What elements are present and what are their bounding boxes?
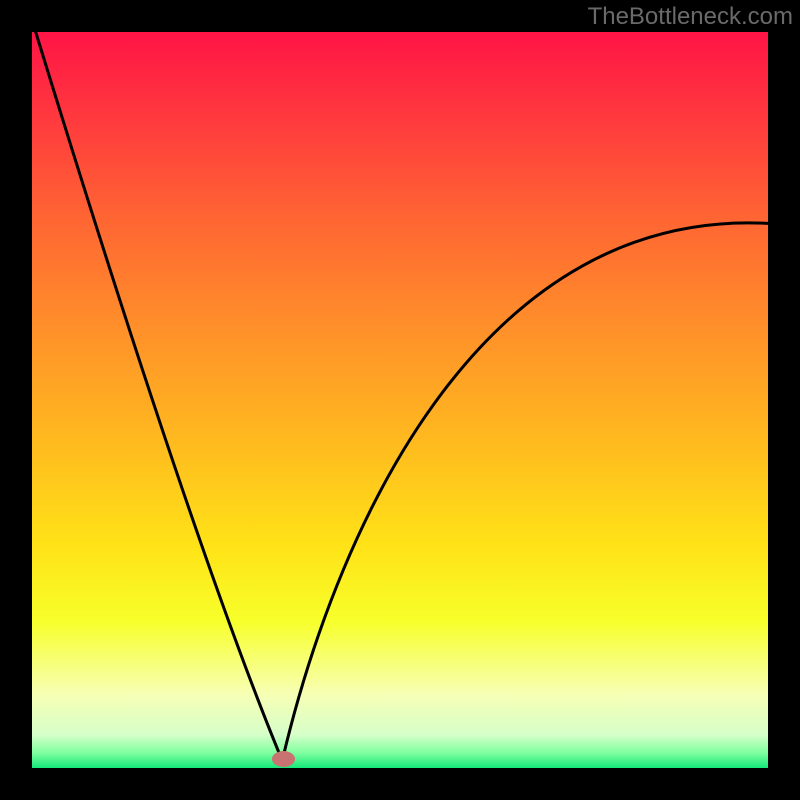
- chart-container: TheBottleneck.com: [0, 0, 800, 800]
- bottleneck-curve: [0, 0, 800, 800]
- watermark-text: TheBottleneck.com: [588, 3, 793, 31]
